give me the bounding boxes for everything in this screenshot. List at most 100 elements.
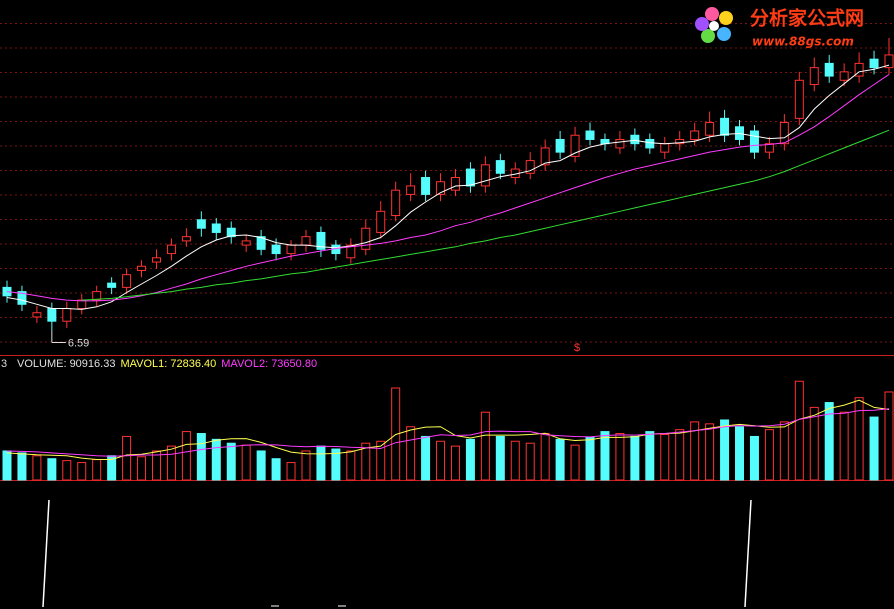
candle-body: [794, 79, 804, 119]
volume-bar: [615, 433, 625, 481]
grid: [0, 23, 894, 343]
candle-body: [107, 282, 117, 288]
volume-bar: [196, 433, 206, 481]
volume-bar: [286, 462, 296, 481]
volume-bar: [316, 445, 326, 481]
candle-body: [241, 240, 251, 246]
volume-bar: [854, 397, 864, 481]
indicator-label: VOLUME: 90916.33: [17, 358, 115, 370]
candle-body: [376, 210, 386, 233]
logo-petal: [717, 27, 731, 41]
volume-bar: [749, 435, 759, 481]
candle-body: [705, 122, 715, 136]
volume-bar: [839, 411, 849, 481]
candle-body: [495, 160, 505, 174]
candle-body: [316, 231, 326, 250]
volume-bar: [331, 448, 341, 481]
volume-bar: [62, 460, 72, 481]
logo-title: 分析家公式网: [750, 7, 864, 30]
candle-body: [181, 236, 191, 242]
volume-bar: [630, 435, 640, 481]
ma-line: [6, 64, 890, 310]
volume-bar: [510, 440, 520, 481]
volume-bar: [211, 438, 221, 481]
volume-bar: [376, 440, 386, 481]
volume-bar: [824, 402, 834, 481]
volume-bar: [480, 411, 490, 481]
logo-petal: [701, 29, 715, 43]
logo-url: www.88gs.com: [752, 35, 854, 49]
volume-bar: [241, 444, 251, 481]
candle-body: [361, 227, 371, 250]
candle-body: [884, 54, 894, 69]
candle-body: [869, 58, 879, 69]
volume-bar: [645, 431, 655, 481]
candle-body: [525, 160, 535, 174]
candle-body: [480, 164, 490, 187]
candle-body: [660, 143, 670, 153]
volume-bar: [406, 426, 416, 481]
volume-bar: [660, 433, 670, 481]
candle-body: [749, 130, 759, 153]
candle-body: [17, 291, 27, 305]
indicator-stroke: [744, 499, 752, 608]
candle-body: [779, 122, 789, 145]
volume-bar: [600, 431, 610, 481]
volume-bar: [2, 450, 12, 481]
volume-bar: [540, 433, 550, 481]
candle-body: [615, 138, 625, 149]
logo-petal: [719, 11, 733, 25]
volume-bar: [779, 421, 789, 481]
candle-body: [211, 223, 221, 233]
volume-bar: [226, 442, 236, 481]
volume-bar: [869, 416, 879, 481]
logo-petal: [705, 7, 719, 21]
ma-line: [6, 408, 890, 457]
candle-body: [436, 181, 446, 195]
indicator-stroke: [42, 499, 50, 608]
low-label: 6.59: [68, 337, 89, 349]
volume-bar: [271, 458, 281, 481]
candle-body: [92, 291, 102, 301]
volume-bar: [47, 458, 57, 481]
volume-bar: [256, 450, 266, 481]
ma-line: [6, 73, 890, 302]
volume-bar: [181, 431, 191, 481]
volume-bar: [555, 438, 565, 481]
volume-bar: [690, 421, 700, 481]
logo: 分析家公式网 www.88gs.com: [695, 7, 864, 49]
volume-bar: [764, 429, 774, 481]
volume-bar: [585, 436, 595, 481]
candle-body: [585, 130, 595, 140]
candle-body: [62, 308, 72, 322]
volume-bar: [92, 459, 102, 481]
volume-bar: [107, 455, 117, 481]
candle-body: [690, 130, 700, 140]
volume-bar: [301, 450, 311, 481]
volume-bar: [361, 442, 371, 481]
volume-bar: [32, 455, 42, 481]
candle-body: [555, 138, 565, 153]
volume-bar: [884, 391, 894, 481]
volume-bar: [705, 423, 715, 481]
volume-bar: [809, 406, 819, 481]
ma-line: [81, 129, 890, 301]
logo-petal: [695, 17, 709, 31]
volume-bar: [151, 450, 161, 481]
candle-body: [151, 257, 161, 263]
candle-body: [122, 274, 132, 288]
candle-body: [271, 244, 281, 255]
candle-body: [391, 189, 401, 217]
candle-body: [570, 134, 580, 157]
volume-bar: [525, 442, 535, 481]
candle-body: [450, 177, 460, 191]
indicator-label: MAVOL1: 72836.40: [120, 358, 216, 370]
candle-body: [226, 227, 236, 238]
candle-body: [166, 244, 176, 255]
indicator-label: MAVOL2: 73650.80: [221, 358, 317, 370]
candle-body: [809, 67, 819, 86]
candle-body: [196, 219, 206, 229]
